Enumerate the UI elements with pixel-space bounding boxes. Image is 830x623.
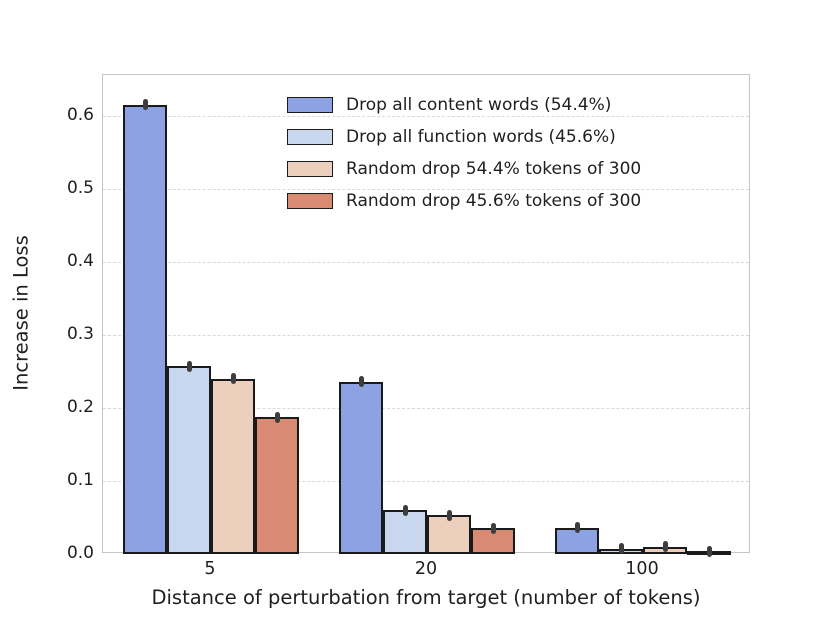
legend-item-1: Drop all function words (45.6%) <box>287 121 641 153</box>
x-tick-label: 100 <box>625 559 659 579</box>
x-tick-label: 5 <box>204 559 216 579</box>
error-marker <box>402 504 408 516</box>
y-tick-label: 0.0 <box>66 543 94 563</box>
error-marker <box>446 509 452 521</box>
error-marker <box>706 545 712 557</box>
error-marker <box>662 541 668 553</box>
error-marker <box>274 411 280 423</box>
bar-5-series-0 <box>123 104 167 554</box>
error-marker <box>618 543 624 555</box>
y-tick-label: 0.5 <box>66 177 94 198</box>
error-marker <box>142 99 148 111</box>
legend-label: Random drop 45.6% tokens of 300 <box>346 191 642 211</box>
error-marker <box>186 360 192 372</box>
error-marker <box>230 373 236 385</box>
bar-20-series-2 <box>427 515 471 554</box>
gridline <box>103 115 749 117</box>
y-axis-label: Increase in Loss <box>9 235 33 391</box>
legend-item-0: Drop all content words (54.4%) <box>287 89 641 121</box>
legend: Drop all content words (54.4%) Drop all f… <box>287 89 641 217</box>
legend-item-3: Random drop 45.6% tokens of 300 <box>287 185 641 217</box>
legend-item-2: Random drop 54.4% tokens of 300 <box>287 153 641 185</box>
y-tick-label: 0.1 <box>66 469 94 490</box>
legend-swatch-icon <box>287 97 333 113</box>
legend-swatch-icon <box>287 193 333 209</box>
gridline <box>103 334 749 336</box>
y-tick-label: 0.2 <box>66 396 94 417</box>
y-tick-label: 0.4 <box>66 250 94 271</box>
legend-label: Drop all content words (54.4%) <box>346 95 612 115</box>
error-marker <box>490 522 496 534</box>
legend-label: Drop all function words (45.6%) <box>346 127 616 147</box>
legend-swatch-icon <box>287 161 333 177</box>
bar-5-series-2 <box>211 378 255 554</box>
gridline <box>103 480 749 482</box>
gridline <box>103 407 749 409</box>
legend-swatch-icon <box>287 129 333 145</box>
plot-area <box>102 74 750 557</box>
y-tick-label: 0.3 <box>66 323 94 344</box>
gridline <box>103 188 749 190</box>
error-marker <box>574 522 580 534</box>
error-marker <box>358 376 364 388</box>
bar-20-series-1 <box>383 510 427 554</box>
x-tick-label: 20 <box>414 559 438 579</box>
y-tick-label: 0.6 <box>66 104 94 125</box>
bar-5-series-3 <box>255 417 299 554</box>
legend-label: Random drop 54.4% tokens of 300 <box>346 159 642 179</box>
bar-20-series-0 <box>339 381 383 554</box>
x-axis-label: Distance of perturbation from target (nu… <box>151 586 701 609</box>
bar-5-series-1 <box>167 366 211 554</box>
gridline <box>103 261 749 263</box>
